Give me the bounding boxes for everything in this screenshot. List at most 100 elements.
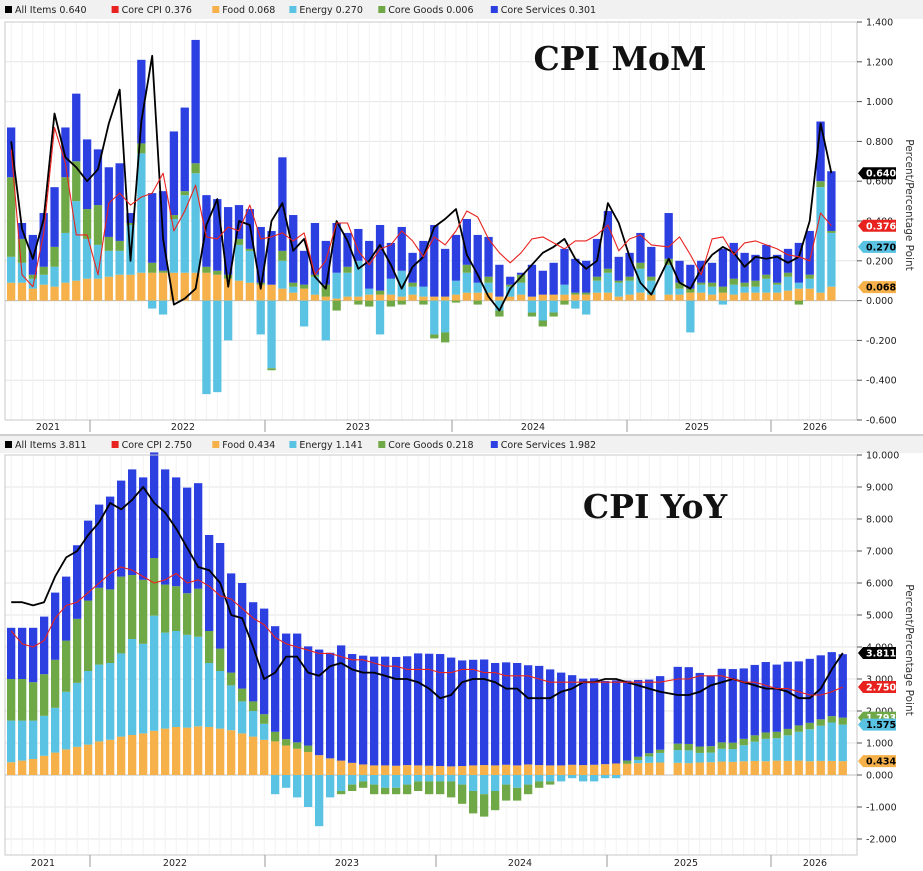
yoy-bar-core-services-43 (480, 659, 489, 766)
mom-bar-core-goods-21 (234, 238, 244, 245)
mom-bar-energy-32 (354, 260, 363, 297)
yoy-bar-core-goods-34 (381, 787, 390, 795)
yoy-bar-core-goods-32 (359, 781, 368, 788)
yoy-bar-core-services-23 (260, 608, 269, 715)
yoy-bar-core-services-42 (469, 659, 478, 766)
yoy-bar-food-4 (51, 752, 60, 775)
yoy-bar-food-6 (73, 746, 82, 775)
mom-bar-core-services-57 (625, 252, 634, 277)
mom-bar-energy-68 (751, 286, 760, 293)
mom-legend-swatch-2 (212, 6, 220, 13)
mom-legend-label-5: Core Services 0.301 (501, 5, 596, 16)
yoy-bar-core-services-20 (227, 573, 236, 673)
yoy-bar-core-goods-36 (403, 784, 412, 795)
mom-bar-core-goods-38 (419, 300, 428, 305)
mom-bar-food-43 (473, 292, 482, 301)
yoy-bar-energy-32 (359, 775, 368, 782)
mom-ytick-label-4: 0.600 (866, 177, 893, 188)
mom-bar-core-services-12 (137, 59, 146, 144)
yoy-bar-energy-41 (458, 775, 467, 785)
mom-xtick-label-1: 2022 (171, 422, 195, 433)
mom-bar-core-goods-12 (137, 143, 146, 154)
yoy-bar-core-goods-19 (216, 648, 225, 671)
mom-ytick-label-2: 1.000 (866, 97, 893, 108)
cpi-mom-panel: All Items 0.640 Core CPI 0.376 Food 0.068 E… (0, 0, 923, 433)
yoy-bar-food-44 (491, 765, 500, 775)
mom-legend-swatch-1 (111, 6, 119, 13)
yoy-bar-core-goods-74 (827, 716, 836, 723)
mom-bar-core-goods-10 (115, 240, 124, 251)
yoy-bar-food-15 (172, 727, 181, 775)
mom-bar-energy-54 (592, 280, 602, 293)
mom-bar-core-goods-32 (354, 300, 363, 305)
yoy-bar-food-22 (249, 736, 258, 775)
yoy-bar-core-services-60 (673, 666, 682, 744)
yoy-bar-core-services-12 (139, 477, 148, 580)
mom-tag-bg-0 (858, 167, 896, 180)
yoy-bar-core-services-11 (128, 469, 137, 575)
mom-bar-food-55 (603, 292, 613, 301)
yoy-bar-food-25 (282, 745, 291, 775)
yoy-bar-food-14 (161, 728, 170, 775)
mom-bar-energy-45 (495, 300, 504, 311)
mom-bar-energy-6 (72, 201, 81, 281)
yoy-bar-food-52 (579, 765, 588, 775)
mom-bar-core-goods-39 (430, 334, 439, 339)
mom-bar-energy-8 (93, 244, 103, 279)
mom-bar-core-goods-71 (783, 272, 793, 277)
mom-bar-core-services-46 (506, 276, 515, 285)
mom-y-axis-label: Percent/Percentage Point (903, 139, 915, 271)
yoy-bar-energy-68 (761, 738, 770, 762)
yoy-bar-food-13 (150, 730, 159, 775)
mom-xtick-label-0: 2021 (36, 422, 60, 433)
yoy-bar-core-services-31 (348, 654, 357, 763)
mom-bar-food-61 (675, 294, 684, 301)
yoy-bar-energy-16 (183, 634, 192, 728)
yoy-bar-food-59 (656, 762, 665, 775)
yoy-bar-food-11 (128, 735, 137, 775)
mom-bar-food-31 (343, 296, 352, 301)
mom-bar-core-services-56 (614, 256, 623, 281)
yoy-bar-energy-66 (739, 745, 748, 762)
yoy-bar-energy-34 (381, 775, 390, 788)
yoy-bar-core-services-29 (326, 652, 335, 759)
mom-bar-core-services-20 (224, 207, 233, 275)
yoy-bar-food-37 (414, 765, 423, 775)
mom-bar-food-5 (61, 282, 70, 301)
mom-bar-core-goods-61 (675, 282, 684, 289)
mom-bar-core-goods-58 (636, 262, 645, 269)
yoy-bar-core-goods-49 (546, 781, 555, 785)
mom-bar-core-services-10 (115, 163, 124, 241)
yoy-bar-core-services-17 (194, 483, 203, 589)
mom-bar-energy-20 (224, 300, 233, 341)
mom-bar-energy-70 (773, 284, 782, 293)
mom-bar-food-71 (783, 290, 793, 301)
mom-bar-energy-42 (462, 272, 471, 293)
yoy-bar-food-9 (106, 739, 115, 775)
yoy-bar-food-47 (524, 764, 533, 775)
mom-bar-core-goods-51 (560, 300, 569, 305)
mom-bar-food-12 (137, 272, 146, 301)
yoy-bar-core-goods-2 (29, 682, 38, 721)
yoy-bar-food-50 (557, 765, 566, 775)
yoy-bar-food-75 (838, 761, 847, 775)
yoy-bar-energy-52 (579, 775, 588, 782)
yoy-bar-energy-53 (590, 775, 599, 782)
yoy-bar-food-66 (739, 761, 748, 775)
yoy-bar-core-services-72 (805, 658, 814, 723)
mom-bar-food-22 (245, 282, 254, 301)
mom-bar-energy-29 (321, 300, 330, 341)
yoy-bar-energy-64 (717, 748, 726, 762)
mom-bar-core-goods-66 (729, 278, 738, 285)
yoy-legend-swatch-3 (289, 441, 297, 448)
mom-bar-energy-3 (39, 274, 48, 285)
mom-bar-energy-18 (202, 300, 211, 395)
yoy-bar-food-2 (29, 759, 38, 775)
yoy-bar-core-services-14 (161, 469, 170, 585)
yoy-bar-energy-17 (194, 636, 203, 727)
mom-bar-core-services-69 (762, 244, 771, 275)
yoy-ytick-label-9: 1.000 (866, 739, 893, 750)
mom-bar-energy-61 (675, 288, 684, 295)
mom-bar-core-services-9 (104, 167, 113, 237)
